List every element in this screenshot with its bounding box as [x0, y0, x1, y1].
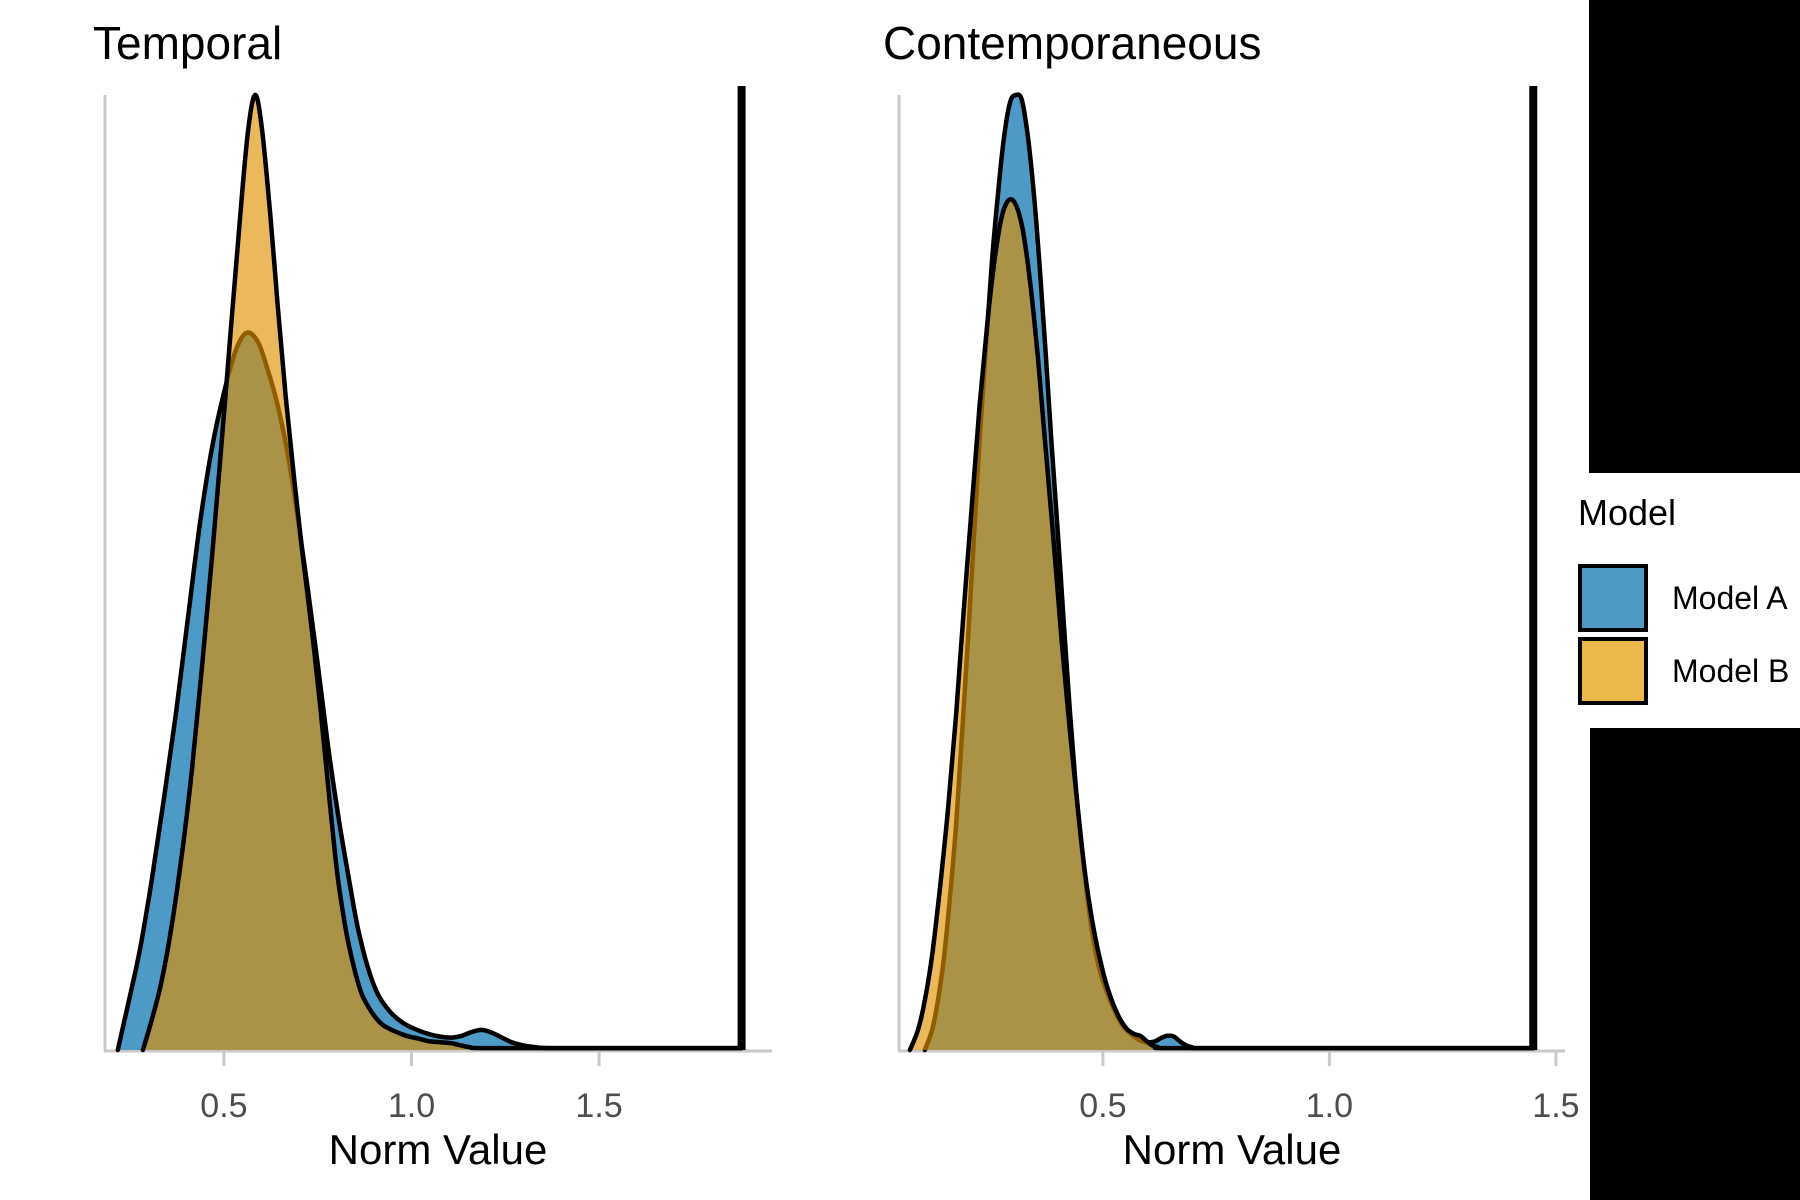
x-axis-title-contemporaneous: Norm Value	[1122, 1126, 1342, 1173]
redacted-region-bottom-right	[1590, 728, 1800, 1200]
density-outline-model-b-temporal	[140, 92, 744, 1053]
density-fill-model-b-temporal	[142, 94, 742, 1050]
x-tick-label-contemporaneous-1.5: 1.5	[1532, 1087, 1579, 1125]
legend-item-model-b: Model B	[1578, 637, 1800, 705]
density-outline-model-a-temporal	[115, 330, 744, 1053]
x-axis-title-temporal: Norm Value	[328, 1126, 548, 1173]
legend-label-model-b: Model B	[1672, 652, 1790, 689]
x-tick-label-contemporaneous-1.0: 1.0	[1306, 1087, 1353, 1125]
panel-title-contemporaneous: Contemporaneous	[883, 17, 1262, 69]
legend: Model Model A Model B	[1578, 492, 1800, 710]
x-tick-label-temporal-1.0: 1.0	[388, 1087, 435, 1125]
legend-label-model-a: Model A	[1672, 579, 1788, 616]
legend-title: Model	[1578, 492, 1677, 533]
redacted-region-top-right	[1589, 0, 1800, 473]
density-fill-model-b-contemporaneous	[909, 199, 1534, 1050]
panel-title-temporal: Temporal	[93, 17, 283, 69]
x-tick-label-temporal-1.5: 1.5	[575, 1087, 622, 1125]
model-a-swatch	[1578, 564, 1648, 632]
x-tick-label-contemporaneous-0.5: 0.5	[1079, 1087, 1126, 1125]
legend-item-model-a: Model A	[1578, 564, 1800, 632]
model-b-swatch	[1578, 637, 1648, 705]
density-outline-model-b-contemporaneous	[907, 197, 1536, 1053]
x-tick-label-temporal-0.5: 0.5	[200, 1087, 247, 1125]
